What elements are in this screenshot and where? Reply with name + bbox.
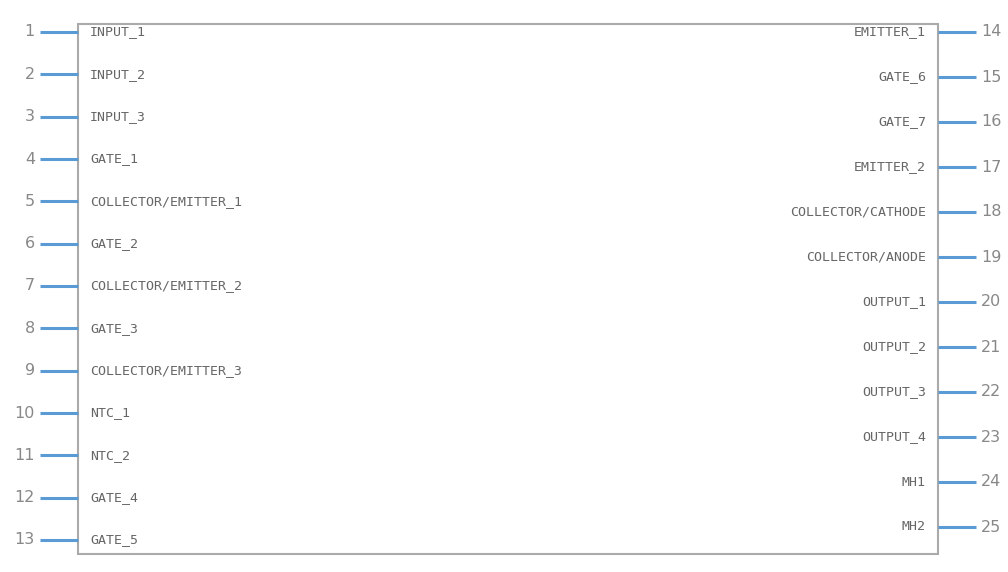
Text: OUTPUT_2: OUTPUT_2 (862, 340, 926, 353)
Text: NTC_2: NTC_2 (90, 449, 130, 462)
Text: 24: 24 (981, 475, 1001, 490)
Text: COLLECTOR/EMITTER_3: COLLECTOR/EMITTER_3 (90, 364, 242, 377)
Text: 10: 10 (15, 406, 35, 420)
Text: 9: 9 (25, 363, 35, 378)
Text: GATE_3: GATE_3 (90, 322, 138, 335)
Text: 4: 4 (25, 152, 35, 166)
Text: NTC_1: NTC_1 (90, 407, 130, 419)
Text: INPUT_3: INPUT_3 (90, 110, 146, 123)
Text: GATE_7: GATE_7 (878, 116, 926, 129)
Text: COLLECTOR/EMITTER_1: COLLECTOR/EMITTER_1 (90, 195, 242, 208)
Text: GATE_6: GATE_6 (878, 70, 926, 84)
Text: COLLECTOR/ANODE: COLLECTOR/ANODE (806, 251, 926, 264)
Text: 2: 2 (25, 67, 35, 82)
Text: 23: 23 (981, 430, 1001, 444)
Text: 19: 19 (981, 249, 1001, 264)
Text: 8: 8 (25, 321, 35, 336)
Text: 21: 21 (981, 340, 1001, 355)
Text: OUTPUT_1: OUTPUT_1 (862, 296, 926, 308)
Text: 20: 20 (981, 295, 1001, 309)
Text: GATE_1: GATE_1 (90, 153, 138, 165)
Text: COLLECTOR/EMITTER_2: COLLECTOR/EMITTER_2 (90, 280, 242, 292)
Text: INPUT_2: INPUT_2 (90, 68, 146, 81)
Text: 13: 13 (15, 533, 35, 547)
Text: 12: 12 (15, 490, 35, 505)
Text: 1: 1 (25, 25, 35, 39)
Text: 16: 16 (981, 114, 1001, 129)
Text: 17: 17 (981, 160, 1001, 174)
Text: GATE_4: GATE_4 (90, 491, 138, 504)
Text: EMITTER_2: EMITTER_2 (854, 161, 926, 173)
Text: 11: 11 (14, 448, 35, 463)
Text: COLLECTOR/CATHODE: COLLECTOR/CATHODE (790, 205, 926, 219)
Text: MH1: MH1 (902, 475, 926, 488)
Text: GATE_2: GATE_2 (90, 237, 138, 250)
Text: 22: 22 (981, 384, 1001, 399)
Text: 5: 5 (25, 194, 35, 209)
Text: 7: 7 (25, 279, 35, 293)
Text: 25: 25 (981, 519, 1001, 534)
Text: EMITTER_1: EMITTER_1 (854, 26, 926, 38)
Text: 3: 3 (25, 109, 35, 124)
Text: MH2: MH2 (902, 521, 926, 534)
Text: OUTPUT_4: OUTPUT_4 (862, 431, 926, 443)
Text: 18: 18 (981, 205, 1002, 220)
Text: GATE_5: GATE_5 (90, 534, 138, 546)
Text: 6: 6 (25, 236, 35, 251)
Text: INPUT_1: INPUT_1 (90, 26, 146, 38)
Text: OUTPUT_3: OUTPUT_3 (862, 386, 926, 399)
Text: 14: 14 (981, 25, 1001, 39)
Text: 15: 15 (981, 70, 1001, 85)
FancyBboxPatch shape (78, 24, 938, 554)
